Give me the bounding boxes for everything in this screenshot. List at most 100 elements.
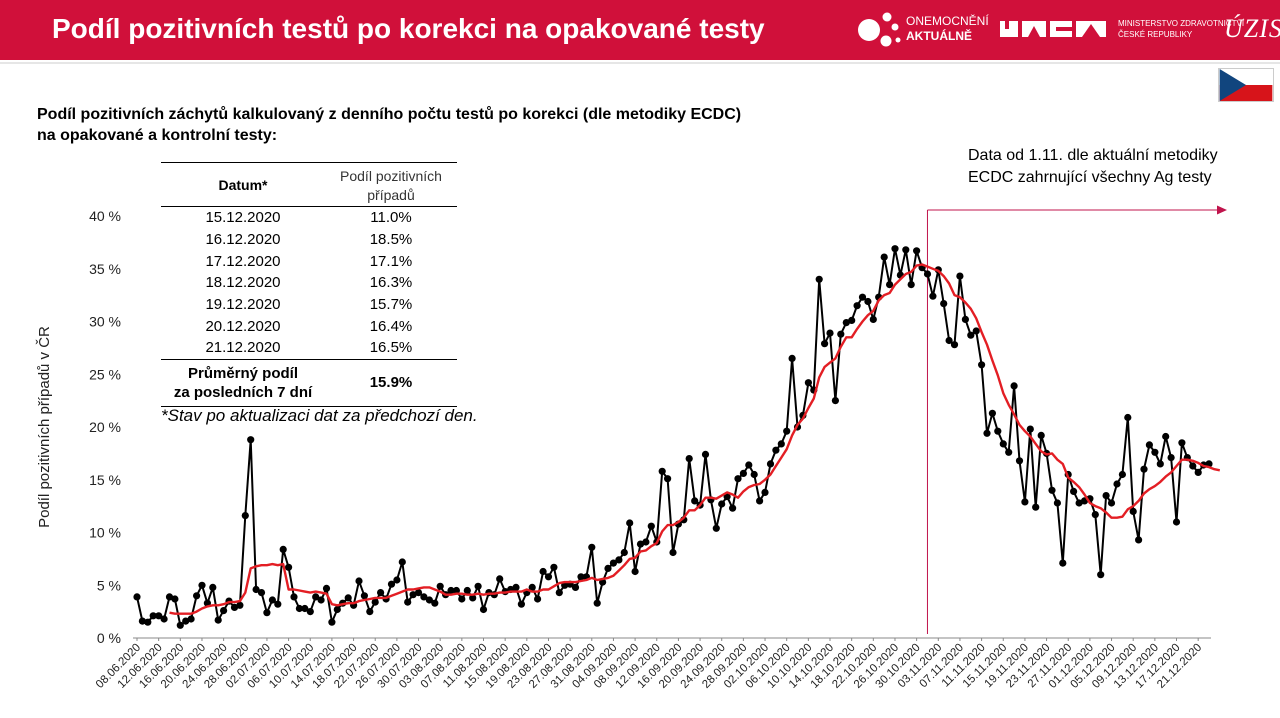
data-point: [1118, 470, 1126, 479]
data-point: [961, 315, 970, 323]
data-point: [853, 302, 861, 310]
data-point: [636, 540, 645, 548]
data-point: [425, 596, 433, 604]
table-footnote: *Stav po aktualizaci dat za předchozí de…: [161, 406, 478, 425]
data-point: [691, 497, 699, 505]
table-header-share-line1: Podíl pozitivních: [340, 168, 442, 184]
subtitle-line1: Podíl pozitivních záchytů kalkulovaný z …: [37, 106, 742, 123]
data-point: [387, 580, 396, 588]
data-point: [496, 575, 504, 583]
data-point: [257, 589, 266, 597]
table-row: 20.12.2020 16.4%: [161, 315, 457, 337]
table-footer-value: 15.9%: [369, 374, 413, 392]
data-point: [279, 545, 287, 554]
data-point: [355, 577, 363, 585]
uzis-logo: ÚZIS: [1224, 14, 1280, 43]
page-title: Podíl pozitivních testů po korekci na op…: [52, 13, 765, 44]
data-point: [1124, 413, 1132, 422]
data-point: [209, 583, 217, 592]
data-point: [940, 300, 948, 308]
data-point: [360, 592, 368, 600]
data-point: [815, 275, 823, 283]
subtitle-line2: na opakované a kontrolní testy:: [37, 127, 278, 144]
table-row: 21.12.2020 16.5%: [161, 337, 457, 359]
data-point: [1005, 448, 1013, 456]
data-point: [555, 589, 563, 597]
table-header-share-line2: případů: [367, 187, 415, 203]
data-point: [777, 440, 785, 448]
data-point: [306, 608, 314, 616]
data-point: [848, 316, 856, 324]
data-point: [528, 583, 536, 592]
table-cell-date: 19.12.2020: [205, 296, 281, 314]
data-point: [263, 609, 271, 617]
data-point: [295, 604, 303, 613]
table-header-share: Podíl pozitivních případů: [325, 163, 457, 206]
data-point: [479, 605, 488, 614]
data-point: [544, 573, 553, 581]
footer-label-line1: Průměrný podíl: [187, 364, 299, 382]
data-point: [1021, 498, 1029, 506]
table-footer-label: Průměrný podíl za posledních 7 dní: [161, 364, 325, 402]
data-point: [783, 427, 791, 435]
data-point: [978, 361, 986, 369]
data-point: [550, 563, 558, 571]
data-point: [956, 272, 964, 280]
data-point: [474, 582, 482, 590]
data-point: [664, 475, 672, 483]
data-point: [718, 500, 726, 508]
mzcr-logo-text: MINISTERSTVO ZDRAVOTNICTVÍ ČESKÉ REPUBLI…: [1118, 18, 1244, 40]
data-point: [826, 329, 834, 337]
data-point: [420, 593, 428, 601]
data-point: [193, 592, 201, 600]
y-tick-label: 25 %: [89, 366, 121, 382]
y-tick-label: 35 %: [89, 261, 121, 277]
table-cell-value: 16.3%: [369, 274, 413, 292]
data-point: [766, 460, 775, 468]
data-point: [414, 589, 423, 597]
data-point: [761, 488, 769, 496]
data-point: [1102, 492, 1110, 500]
data-point: [182, 617, 190, 625]
table-cell-value: 16.5%: [369, 339, 413, 357]
data-point: [1097, 571, 1105, 579]
data-point: [230, 603, 239, 612]
data-point: [907, 281, 915, 289]
data-point: [972, 327, 980, 335]
data-point: [988, 409, 997, 417]
data-point: [1178, 439, 1186, 447]
logo1-line1: ONEMOCNĚNÍ: [906, 14, 989, 28]
data-point: [301, 604, 309, 613]
data-point: [739, 469, 748, 477]
data-point: [642, 538, 650, 546]
data-point: [945, 336, 953, 345]
data-point: [198, 581, 206, 589]
table-row: 19.12.2020 15.7%: [161, 294, 457, 316]
data-point: [404, 598, 412, 606]
data-point: [155, 612, 163, 620]
table-row: 15.12.2020 11.0%: [161, 207, 457, 229]
data-point: [1070, 487, 1078, 495]
data-point: [333, 605, 341, 614]
data-point: [447, 586, 455, 595]
mzcr-logo-icon: [1000, 21, 1106, 37]
footer-label-line2: za posledních 7 dní: [173, 383, 313, 401]
data-point: [712, 524, 720, 532]
data-point: [886, 281, 894, 289]
data-point: [322, 584, 331, 593]
data-point: [999, 440, 1007, 448]
data-point: [685, 455, 693, 463]
table-footer: Průměrný podíl za posledních 7 dní 15.9%: [161, 358, 457, 407]
y-axis-label: Podíl pozitivních případů v ČR: [36, 326, 53, 528]
data-point: [539, 567, 547, 576]
data-point: [669, 548, 677, 557]
data-point: [750, 470, 758, 479]
data-point: [171, 595, 179, 603]
data-point: [772, 446, 780, 454]
table-header-date: Datum*: [218, 176, 268, 193]
data-point: [431, 599, 439, 607]
data-point: [463, 586, 471, 595]
data-point: [366, 608, 374, 616]
data-point: [842, 319, 850, 327]
